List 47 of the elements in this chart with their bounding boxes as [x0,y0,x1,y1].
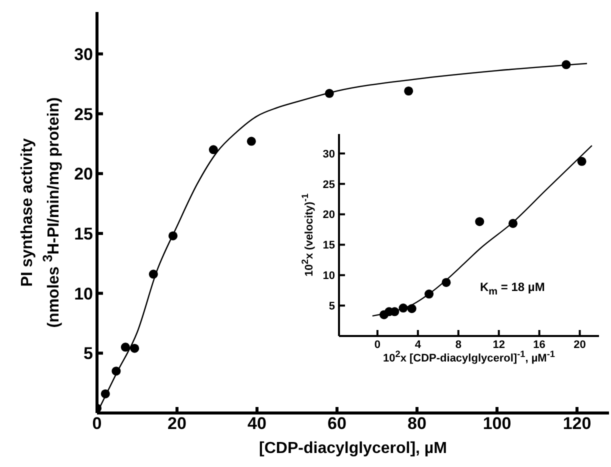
y-tick-label: 5 [328,300,335,312]
x-tick-label: 4 [414,338,422,351]
y-tick-label: 30 [322,148,335,160]
y-tick-label: 30 [74,44,93,64]
x-tick-label: 12 [492,338,505,351]
x-tick-label: 20 [574,338,586,351]
point [398,304,408,313]
x-tick-label: 120 [562,414,592,434]
x-tick-label: 60 [328,414,346,434]
y-tick-label: 10 [74,284,93,304]
x-axis-title: 10$^{2}$x [CDP-diacylglycerol]$^{-1}$, µM$^{-1}$ [382,349,556,365]
y-tick-label: 5 [84,344,93,364]
point [475,217,484,226]
annotation: K$_{m}$ = 18 µM [480,280,545,298]
point [148,270,158,279]
x-tick-label: 0 [374,338,381,351]
x-axis-title: [CDP-diacylglycerol], µM [258,440,448,458]
x-tick-label: 40 [248,414,266,434]
y-tick-label: 15 [322,240,335,252]
x-tick-label: 80 [408,414,426,434]
x-tick-label: 0 [92,414,102,434]
x-tick-label: 20 [168,414,186,434]
point [168,231,178,240]
y-tick-label: 10 [322,270,335,282]
point [424,290,434,299]
y-tick-label: 20 [74,164,93,184]
point [324,88,334,98]
point [208,145,218,154]
y-tick-label: 15 [74,224,93,244]
y-tick-label: 25 [322,178,335,191]
x-tick-label: 16 [533,338,546,351]
point [404,86,414,96]
point [130,344,140,353]
point [112,366,121,376]
point [442,278,451,287]
x-tick-label: 8 [455,338,462,351]
y-tick-label: 20 [322,209,335,222]
line-series [372,144,593,317]
point [246,136,256,146]
x-tick-label: 100 [482,414,512,434]
point [100,389,110,398]
point [407,304,416,314]
point [577,156,586,166]
point [508,218,518,228]
point [120,342,130,352]
point [562,60,571,70]
y-tick-label: 25 [74,104,93,124]
